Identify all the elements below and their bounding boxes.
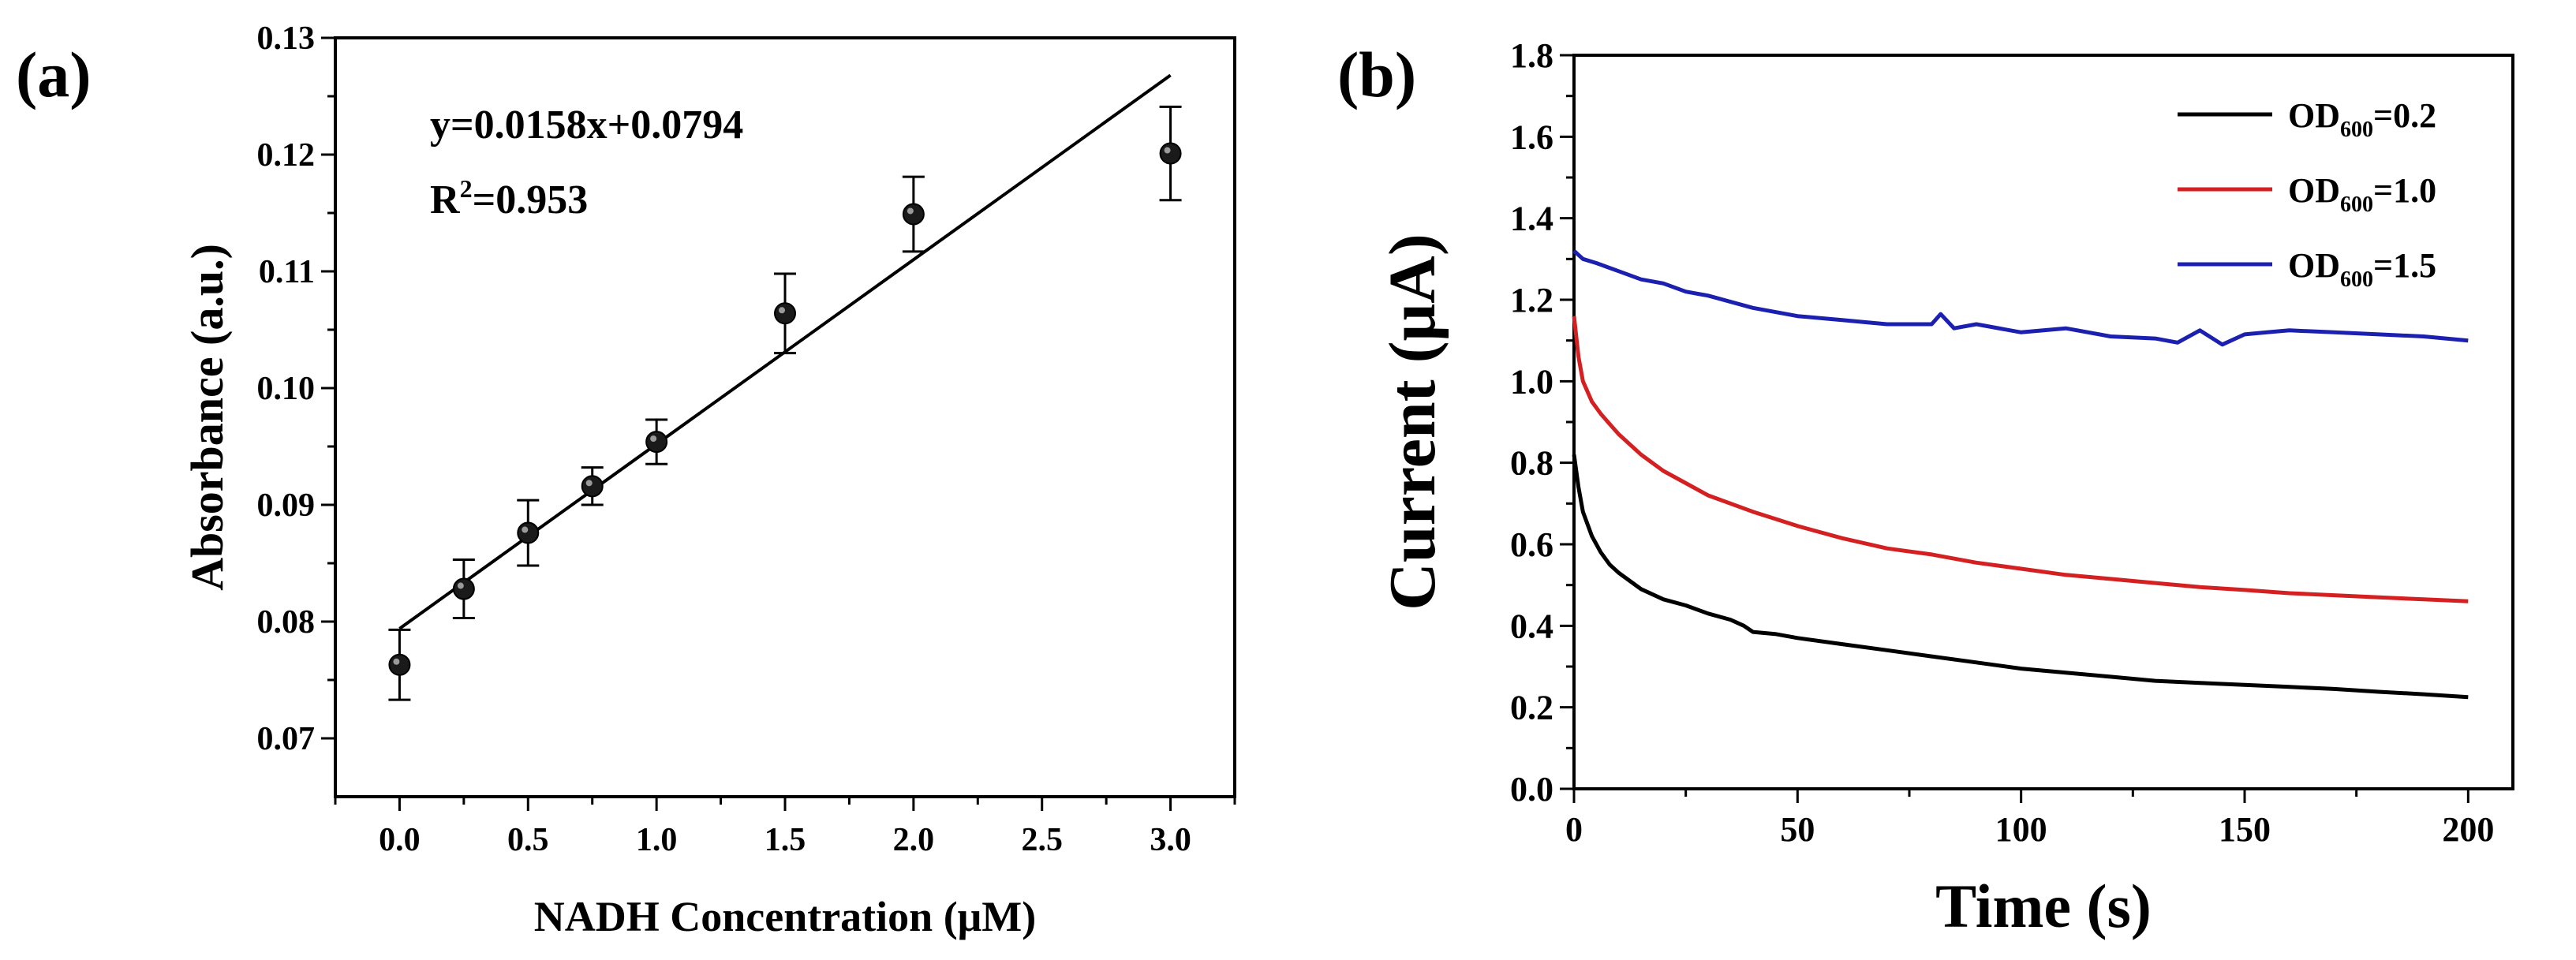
r-squared-superscript: 2 [460, 174, 473, 203]
panel-b-x-axis-label: Time (s) [1935, 872, 2152, 940]
panel-a-y-axis-label: Absorbance (a.u.) [181, 244, 233, 591]
legend-label-subscript: 600 [2340, 118, 2373, 142]
panel-a-x-tick-label: 2.5 [1021, 822, 1063, 858]
panel-a-y-tick-label: 0.08 [257, 604, 316, 641]
panel-a-x-ticks: 0.0 0.5 1.0 1.5 2.0 2.5 3.0 [334, 797, 1236, 858]
panel-a-x-tick-label: 0.5 [507, 822, 549, 858]
panel-a-x-tick-label: 0.0 [379, 822, 421, 858]
panel-a-data-point-highlight [522, 526, 529, 533]
panel-b-y-ticks: 0.0 0.2 0.4 0.6 0.8 1.0 1.2 1.4 1.6 1.8 [1510, 36, 1574, 809]
panel-b-y-tick-label: 1.6 [1510, 118, 1553, 156]
panel-b-y-tick-label: 0.2 [1510, 689, 1553, 727]
panel-a-label: (a) [16, 39, 92, 110]
panel-b-x-tick-label: 100 [1995, 810, 2047, 849]
panel-b-x-tick-label: 0 [1565, 810, 1583, 849]
panel-a-data-point [452, 577, 475, 600]
panel-a-data-point [902, 203, 925, 226]
panel-b-x-tick-label: 50 [1780, 810, 1815, 849]
panel-a-data-point [581, 475, 604, 498]
panel-a-y-ticks: 0.07 0.08 0.09 0.10 0.11 0.12 0.13 [257, 21, 335, 757]
panel-a-data-point-highlight [457, 582, 464, 589]
panel-a-equation: y=0.0158x+0.0794 [430, 103, 743, 148]
panel-a-y-tick-label: 0.12 [257, 137, 316, 174]
legend-label-subscript: 600 [2340, 192, 2373, 217]
legend-label-prefix: OD [2288, 96, 2340, 135]
panel-a-data-point-highlight [1164, 147, 1171, 154]
panel-a-y-tick-label: 0.10 [257, 371, 316, 407]
panel-a-x-axis-label: NADH Concentration (μM) [534, 893, 1037, 940]
panel-b-plot-area [1572, 249, 2469, 700]
legend-label-2: OD600=1.5 [2288, 246, 2436, 292]
panel-b-y-tick-label: 1.2 [1510, 281, 1553, 319]
panel-a-data-point-highlight [585, 480, 593, 487]
panel-a-y-tick-label: 0.11 [259, 254, 315, 290]
panel-a-data-point [517, 521, 540, 544]
panel-b-x-tick-label: 150 [2219, 810, 2271, 849]
panel-a-data-point [388, 653, 411, 676]
panel-b-y-tick-label: 0.0 [1510, 770, 1553, 809]
legend-label-subscript: 600 [2340, 267, 2373, 292]
panel-a-data-point [1159, 142, 1182, 165]
panel-a-data-point [645, 431, 668, 454]
panel-b-y-tick-label: 1.8 [1510, 36, 1553, 75]
legend-label-prefix: OD [2288, 171, 2340, 210]
panel-b-y-tick-label: 1.4 [1510, 200, 1553, 238]
panel-a-plot-area [388, 73, 1182, 701]
panel-a-x-tick-label: 2.0 [893, 822, 935, 858]
panel-a-x-tick-label: 1.5 [765, 822, 806, 858]
panel-b-y-tick-label: 0.6 [1510, 525, 1553, 564]
panel-b-y-axis-label: Current (μA) [1376, 233, 1449, 611]
legend-label-0: OD600=0.2 [2288, 96, 2436, 142]
legend-label-suffix: =0.2 [2373, 96, 2436, 135]
panel-b-series-line-1 [1572, 316, 2469, 603]
panel-a: (a) 0.07 0.08 0.09 0.10 0.11 0.12 0.13 0.0 0.5 1… [16, 21, 1236, 940]
legend-label-suffix: =1.0 [2373, 171, 2436, 210]
r-squared-prefix: R [430, 177, 461, 222]
panel-b-x-ticks: 0 50 100 150 200 [1565, 789, 2494, 849]
panel-b-y-tick-label: 0.8 [1510, 444, 1553, 483]
panel-a-data-point-highlight [393, 658, 400, 665]
legend-label-1: OD600=1.0 [2288, 171, 2436, 217]
panel-a-x-tick-label: 3.0 [1150, 822, 1191, 858]
legend-label-suffix: =1.5 [2373, 246, 2436, 285]
panel-b: (b) 0.0 0.2 0.4 0.6 0.8 1.0 1.2 1.4 1.6 1.8 0 50 10… [1337, 36, 2514, 940]
panel-b-label: (b) [1337, 39, 1416, 110]
panel-a-y-tick-label: 0.07 [257, 721, 316, 757]
panel-b-y-tick-label: 1.0 [1510, 362, 1553, 401]
panel-a-x-tick-label: 1.0 [636, 822, 678, 858]
panel-b-series-line-2 [1572, 249, 2469, 347]
panel-a-data-point-highlight [779, 307, 785, 314]
r-squared-value: =0.953 [473, 177, 589, 222]
panel-a-r-squared: R2=0.953 [430, 174, 588, 222]
legend-label-prefix: OD [2288, 246, 2340, 285]
panel-a-data-point-highlight [650, 435, 657, 443]
panel-a-y-tick-label: 0.09 [257, 487, 316, 524]
panel-a-data-point-highlight [907, 207, 914, 215]
panel-a-data-point [774, 302, 796, 325]
panel-b-series-line-0 [1572, 454, 2469, 700]
panel-a-y-tick-label: 0.13 [257, 21, 316, 57]
panel-b-x-tick-label: 200 [2442, 810, 2494, 849]
panel-b-y-tick-label: 0.4 [1510, 607, 1553, 645]
